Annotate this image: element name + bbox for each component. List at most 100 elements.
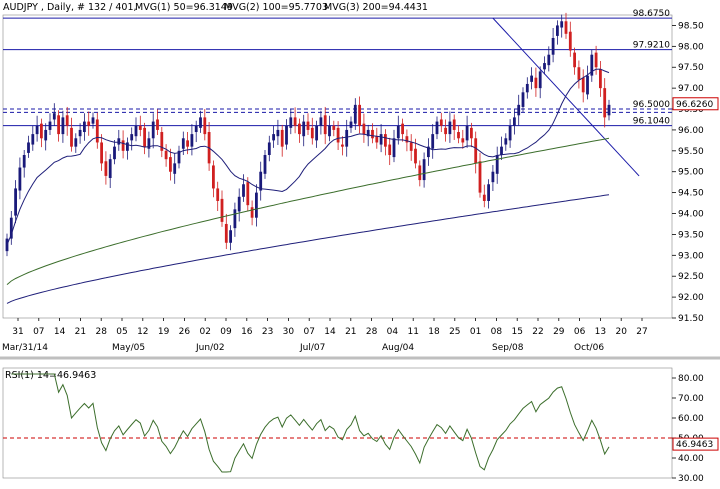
candle-body — [538, 71, 542, 89]
candle-body — [117, 138, 121, 145]
candle-body — [556, 25, 559, 36]
x-day-label: 31 — [12, 327, 23, 337]
candle-body — [470, 127, 473, 139]
y-tick-label: 94.50 — [678, 189, 704, 199]
candle-body — [259, 171, 263, 191]
x-day-label: 06 — [574, 327, 586, 337]
price-level-label: 98.6750 — [633, 9, 670, 19]
x-day-label: 28 — [95, 327, 107, 337]
candle-body — [134, 125, 138, 137]
candle-body — [418, 165, 422, 181]
candle-body — [57, 115, 60, 135]
candle-body — [530, 75, 533, 82]
x-day-label: 27 — [636, 327, 647, 337]
candle-body — [147, 138, 151, 149]
y-tick-label: 94.00 — [678, 210, 704, 220]
candle-body — [199, 117, 202, 128]
candle-body — [465, 125, 469, 141]
candle-body — [276, 129, 280, 137]
rsi-y-tick-label: 70.00 — [678, 394, 704, 404]
candle-body — [543, 63, 546, 70]
candle-body — [388, 144, 392, 156]
rsi-y-tick-label: 30.00 — [678, 474, 704, 484]
candle-body — [237, 196, 241, 212]
candle-body — [126, 142, 129, 151]
x-day-label: 01 — [470, 327, 481, 337]
candle-body — [143, 127, 146, 147]
candle-body — [349, 121, 353, 128]
candle-body — [336, 127, 340, 143]
candle-body — [495, 155, 499, 174]
candle-body — [474, 138, 478, 164]
candle-body — [319, 117, 323, 126]
candle-body — [517, 104, 521, 116]
candle-body — [448, 121, 452, 135]
y-tick-label: 95.50 — [678, 147, 704, 157]
rsi-y-tick-label: 60.00 — [678, 414, 704, 424]
candle-body — [91, 117, 95, 124]
candle-body — [302, 121, 306, 137]
candle-body — [31, 134, 35, 145]
candle-body — [547, 54, 551, 66]
candle-body — [22, 155, 26, 168]
candle-body — [108, 159, 112, 178]
candle-body — [560, 21, 564, 28]
x-day-label: 07 — [33, 327, 44, 337]
candle-body — [431, 134, 435, 149]
price-frame — [2, 14, 673, 319]
candle-body — [181, 138, 185, 149]
candle-body — [525, 83, 529, 93]
candle-body — [392, 138, 396, 158]
candle-body — [371, 129, 374, 139]
candle-body — [113, 146, 116, 160]
candle-body — [564, 21, 568, 34]
candle-body — [414, 148, 417, 164]
candle-body — [366, 129, 370, 137]
chart-title: AUDJPY , Daily, # 132 / 401, — [3, 2, 137, 13]
candle-body — [100, 142, 103, 164]
mvg3-label: MVG(3) 200=94.4431 — [324, 2, 428, 13]
candle-body — [138, 125, 142, 130]
candle-body — [504, 138, 508, 145]
candle-body — [513, 117, 516, 126]
candle-body — [220, 198, 224, 222]
candle-body — [70, 127, 73, 147]
candle-body — [577, 67, 581, 80]
candle-body — [104, 161, 108, 176]
y-tick-label: 98.00 — [678, 42, 704, 52]
candle-body — [332, 125, 336, 130]
candle-body — [203, 117, 207, 135]
candle-body — [521, 92, 525, 107]
price-panel: 91.50 92.00 92.50 93.00 93.50 94.00 94.50 95.00… — [0, 9, 720, 360]
x-day-label: 02 — [199, 327, 210, 337]
candle-body — [315, 125, 318, 141]
x-day-label: 19 — [158, 327, 170, 337]
candle-body — [306, 121, 310, 130]
x-day-label: 12 — [137, 327, 148, 337]
candle-body — [358, 104, 361, 126]
candle-body — [267, 142, 271, 156]
x-day-label: 21 — [345, 327, 356, 337]
rsi-panel: RSI(1) 14=46.946330.0040.0050.0060.0070.… — [2, 367, 719, 484]
rsi-current-box — [672, 437, 719, 451]
candle-body — [173, 163, 177, 174]
candle-body — [48, 121, 52, 130]
rsi-frame — [2, 367, 673, 479]
candle-body — [607, 104, 611, 116]
candle-body — [405, 136, 409, 143]
price-level-label: 96.5000 — [633, 100, 670, 110]
x-day-label: 30 — [283, 327, 295, 337]
candle-body — [186, 140, 189, 147]
x-month-label: Jun/02 — [195, 343, 225, 353]
x-day-label: 09 — [220, 327, 232, 337]
candle-body — [87, 121, 91, 126]
candle-body — [35, 125, 39, 135]
candle-body — [27, 142, 30, 153]
candle-body — [590, 54, 594, 76]
y-tick-label: 96.00 — [678, 126, 704, 136]
candle-body — [18, 167, 22, 191]
ma-200-line — [6, 194, 610, 304]
candle-body — [551, 37, 555, 55]
candle-body — [323, 115, 327, 135]
